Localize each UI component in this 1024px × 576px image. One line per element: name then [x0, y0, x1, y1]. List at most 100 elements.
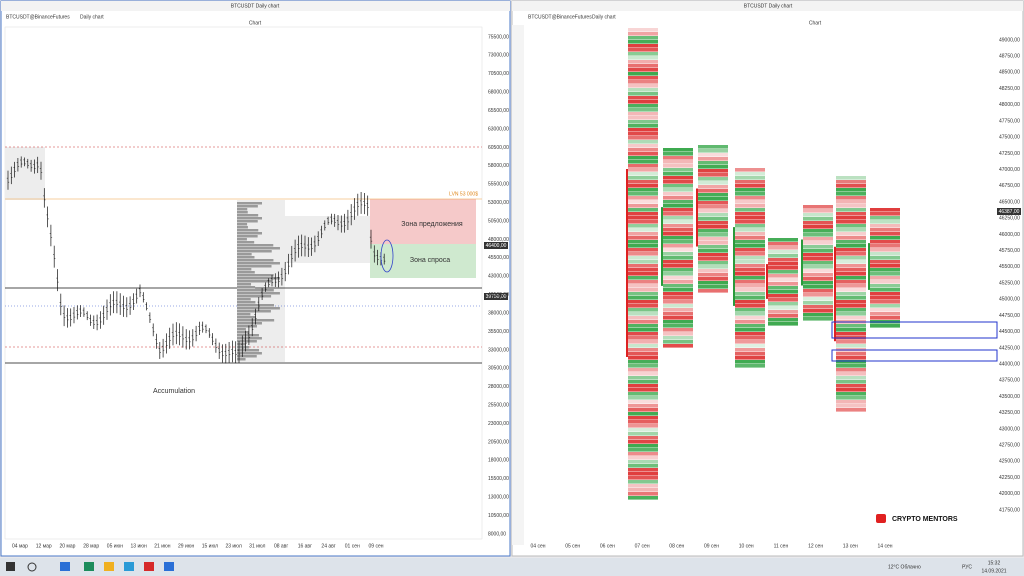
footprint-cell [870, 268, 900, 272]
footprint-cell [836, 240, 866, 244]
app-icon[interactable] [124, 562, 134, 571]
footprint-cell [768, 238, 798, 242]
tab[interactable]: Daily chart [80, 14, 104, 20]
footprint-cell [735, 256, 765, 260]
search-button[interactable] [27, 562, 37, 572]
footprint-cell [768, 250, 798, 254]
app-icon[interactable] [84, 562, 94, 571]
price-tick-label: 45000,00 [999, 297, 1020, 303]
price-tick-label: 46750,00 [999, 183, 1020, 189]
footprint-cell [698, 257, 728, 261]
app-icon[interactable] [104, 562, 114, 571]
footprint-cell [836, 200, 866, 204]
left-axes: 75500,00 73000,00 70500,00 68000,00 65500,00… [12, 34, 509, 549]
footprint-cell [836, 344, 866, 348]
footprint-cell [663, 336, 693, 340]
footprint-cell [870, 316, 900, 320]
start-button[interactable] [6, 562, 15, 571]
footprint-cell [628, 116, 658, 120]
footprint-cell [735, 216, 765, 220]
footprint-cell [663, 176, 693, 180]
footprint-cell [735, 304, 765, 308]
clock-date[interactable]: 14.09.2021 [981, 568, 1006, 574]
footprint-cell [803, 229, 833, 233]
footprint-cell [628, 204, 658, 208]
date-tick-label: 31 июл [249, 543, 265, 549]
footprint-cell [768, 314, 798, 318]
footprint-cell [628, 448, 658, 452]
footprint-cell [735, 220, 765, 224]
app-icon[interactable] [164, 562, 174, 571]
panel-label: Chart [809, 20, 822, 26]
footprint-cell [803, 297, 833, 301]
date-tick-label: 04 мар [12, 543, 28, 549]
clock-time[interactable]: 15:32 [988, 560, 1001, 566]
profile-bar [237, 337, 262, 340]
footprint-cell [735, 280, 765, 284]
profile-bar [237, 277, 280, 280]
footprint-cell [628, 100, 658, 104]
footprint-cell [628, 364, 658, 368]
language[interactable]: РУС [962, 564, 972, 570]
app-icon[interactable] [60, 562, 70, 571]
footprint-cell [663, 168, 693, 172]
date-tick-label: 12 мар [36, 543, 52, 549]
footprint-cell [628, 424, 658, 428]
price-tick-label: 47000,00 [999, 167, 1020, 173]
footprint-cell [870, 252, 900, 256]
app-icon[interactable] [144, 562, 154, 571]
footprint-cell [735, 240, 765, 244]
footprint-cell [768, 290, 798, 294]
footprint-cell [628, 52, 658, 56]
footprint-cell [836, 324, 866, 328]
footprint-cell [628, 312, 658, 316]
footprint-cell [836, 252, 866, 256]
tab[interactable]: BTCUSDT@BinanceFutures [6, 14, 70, 20]
footprint-cell [735, 324, 765, 328]
footprint-cell [628, 212, 658, 216]
footprint-cell [735, 188, 765, 192]
weather[interactable]: 12°C Облачно [888, 564, 921, 570]
footprint-cell [663, 316, 693, 320]
profile-bar [237, 271, 255, 274]
footprint-cell [663, 276, 693, 280]
footprint-cell [663, 320, 693, 324]
footprint-cell [628, 384, 658, 388]
footprint-cell [628, 152, 658, 156]
footprint-cell [735, 228, 765, 232]
footprint-cell [735, 268, 765, 272]
profile-bar [237, 220, 258, 223]
price-tick-label: 35500,00 [488, 329, 509, 335]
footprint-cell [628, 108, 658, 112]
profile-bar [237, 358, 246, 361]
tab[interactable]: BTCUSDT@BinanceFutures [528, 14, 592, 20]
price-tick-label: 50500,00 [488, 218, 509, 224]
footprint-cell [836, 212, 866, 216]
price-tick-label: 20500,00 [488, 439, 509, 445]
footprint-cell [663, 280, 693, 284]
profile-bar [237, 328, 246, 331]
footprint-cell [735, 252, 765, 256]
footprint-cell [628, 432, 658, 436]
date-tick-label: 12 сен [808, 543, 823, 549]
footprint-cell [735, 208, 765, 212]
price-tick-label: 45500,00 [999, 264, 1020, 270]
profile-bar [237, 262, 280, 265]
footprint-cell [628, 416, 658, 420]
footprint-cell [628, 196, 658, 200]
footprint-cell [870, 232, 900, 236]
tab[interactable]: Daily chart [592, 14, 616, 20]
footprint-body [834, 246, 836, 342]
footprint-cell [628, 188, 658, 192]
price-marker-label: 39750,00 [486, 294, 507, 300]
price-tick-label: 63000,00 [488, 126, 509, 132]
profile-bar [237, 298, 251, 301]
footprint-cell [628, 72, 658, 76]
footprint-cell [803, 265, 833, 269]
footprint-cell [803, 281, 833, 285]
date-tick-label: 21 июн [154, 543, 170, 549]
price-tick-label: 75500,00 [488, 34, 509, 40]
footprint-cell [663, 220, 693, 224]
footprint-cell [663, 232, 693, 236]
price-tick-label: 46250,00 [999, 216, 1020, 222]
